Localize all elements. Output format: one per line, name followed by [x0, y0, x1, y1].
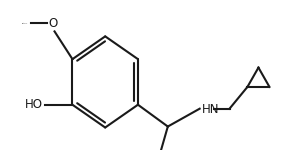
Text: methoxy: methoxy	[21, 23, 28, 24]
Text: O: O	[48, 17, 57, 30]
Text: HO: HO	[25, 98, 42, 111]
Text: HN: HN	[202, 103, 219, 116]
